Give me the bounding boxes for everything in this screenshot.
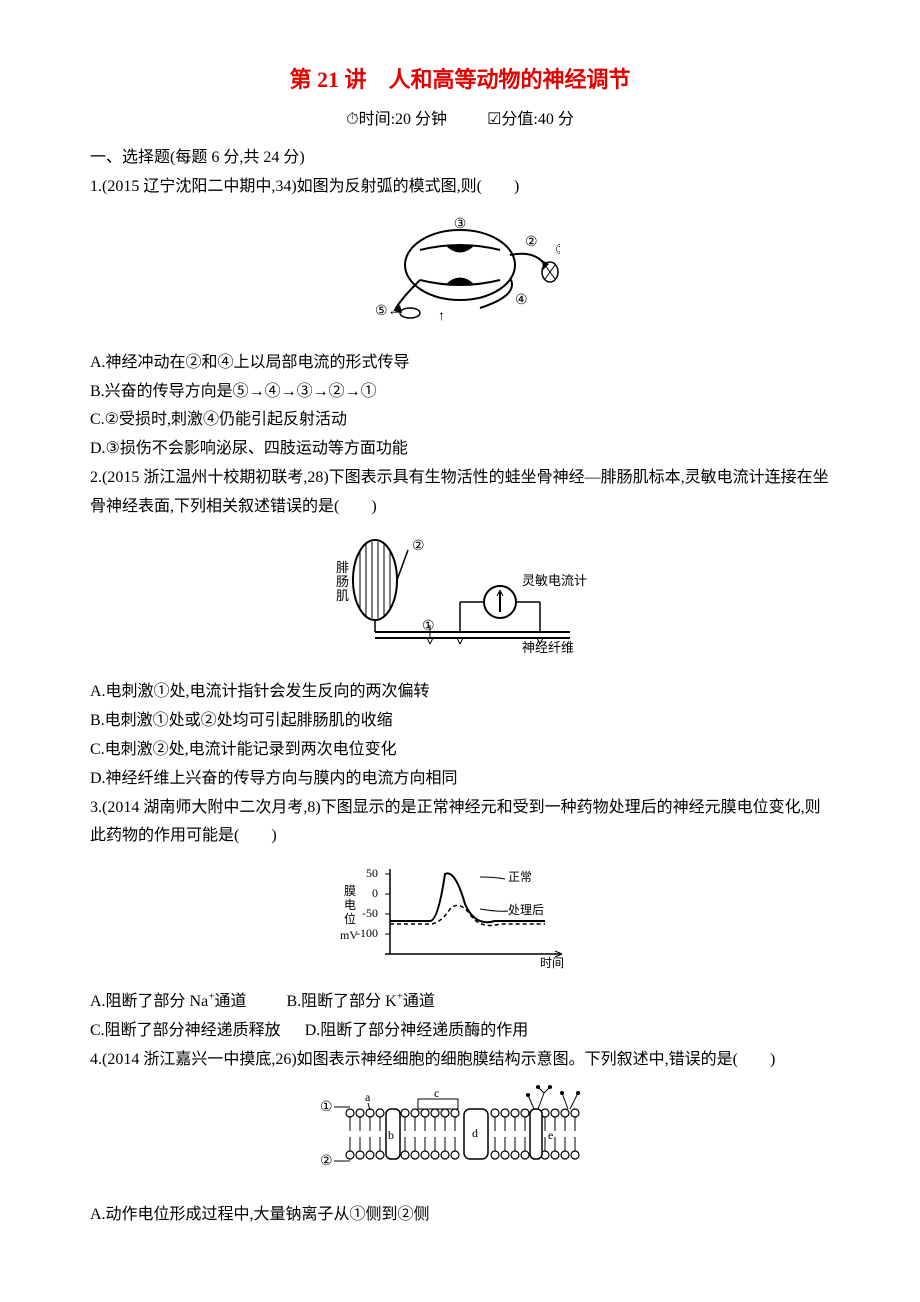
figure-q1: ③ ① ② ④ ⑤← ↑ [90, 210, 830, 341]
q4-label-a: a [365, 1090, 371, 1104]
q3-option-b: B.阻断了部分 K+通道 [286, 993, 434, 1010]
figure-q2: 腓 肠 肌 ② ① 灵敏电流计 神经纤维 [90, 530, 830, 671]
q2-option-b: B.电刺激①处或②处均可引起腓肠肌的收缩 [90, 707, 830, 736]
subtitle-bar: ⏱时间:20 分钟 ☑分值:40 分 [90, 106, 830, 135]
question-2-stem: 2.(2015 浙江温州十校期初联考,28)下图表示具有生物活性的蛙坐骨神经—腓… [90, 464, 830, 522]
q3-option-d: D.阻断了部分神经递质酶的作用 [305, 1022, 529, 1039]
q3-legend-treated: 处理后 [508, 903, 544, 917]
svg-text:①: ① [555, 243, 560, 258]
q2-nerve-label: 神经纤维 [522, 640, 574, 655]
svg-text:⑤←: ⑤← [375, 304, 402, 319]
q3-ylabel-2: 电 [344, 898, 356, 912]
q3-y50: 50 [366, 866, 378, 880]
q4-label-b: b [388, 1128, 394, 1142]
q3-y0: 0 [372, 886, 378, 900]
q4-label-d: d [472, 1126, 478, 1140]
q2-label-1: ① [422, 619, 435, 634]
svg-text:③: ③ [454, 217, 467, 232]
question-3-stem: 3.(2014 湖南师大附中二次月考,8)下图显示的是正常神经元和受到一种药物处… [90, 794, 830, 852]
q3-ylabel-1: 膜 [344, 884, 356, 898]
q1-option-a: A.神经冲动在②和④上以局部电流的形式传导 [90, 349, 830, 378]
q1-option-c: C.②受损时,刺激④仍能引起反射活动 [90, 406, 830, 435]
q4-option-a: A.动作电位形成过程中,大量钠离子从①侧到②侧 [90, 1201, 830, 1230]
q3-options-ab: A.阻断了部分 Na+通道 B.阻断了部分 K+通道 [90, 988, 830, 1017]
q1-option-d: D.③损伤不会影响泌尿、四肢运动等方面功能 [90, 435, 830, 464]
q2-option-c: C.电刺激②处,电流计能记录到两次电位变化 [90, 736, 830, 765]
q4-label-1: ① [320, 1100, 333, 1115]
svg-text:②: ② [525, 235, 538, 250]
q3-xlabel: 时间 [540, 956, 564, 969]
section-1-header: 一、选择题(每题 6 分,共 24 分) [90, 144, 830, 173]
question-4-stem: 4.(2014 浙江嘉兴一中摸底,26)如图表示神经细胞的细胞膜结构示意图。下列… [90, 1046, 830, 1075]
q2-option-d: D.神经纤维上兴奋的传导方向与膜内的电流方向相同 [90, 765, 830, 794]
q3-yneg100: -100 [356, 926, 378, 940]
q2-muscle-label-1: 腓 [336, 560, 349, 575]
svg-text:↑: ↑ [438, 309, 445, 324]
q2-meter-label: 灵敏电流计 [522, 573, 587, 588]
score-label: ☑分值:40 分 [487, 106, 574, 135]
q2-muscle-label-3: 肌 [336, 588, 349, 603]
q3-ylabel-4: mV [340, 928, 358, 942]
q3-option-c: C.阻断了部分神经递质释放 [90, 1022, 281, 1039]
q3-ylabel-3: 位 [344, 911, 356, 926]
figure-q4: ① ② [90, 1083, 830, 1194]
q1-option-b: B.兴奋的传导方向是⑤→④→③→②→① [90, 378, 830, 407]
q2-option-a: A.电刺激①处,电流计指针会发生反向的两次偏转 [90, 678, 830, 707]
q4-label-c: c [434, 1086, 439, 1100]
q2-label-2: ② [412, 539, 425, 554]
question-1-stem: 1.(2015 辽宁沈阳二中期中,34)如图为反射弧的模式图,则( ) [90, 173, 830, 202]
figure-q3: 50 0 -50 -100 膜 电 位 mV 时间 正常 处理后 [90, 859, 830, 980]
q3-option-a: A.阻断了部分 Na+通道 [90, 993, 246, 1010]
q4-label-e: e [548, 1128, 553, 1142]
q3-yneg50: -50 [362, 906, 378, 920]
svg-text:④: ④ [515, 293, 528, 308]
q3-legend-normal: 正常 [508, 870, 532, 884]
q3-options-cd: C.阻断了部分神经递质释放 D.阻断了部分神经递质酶的作用 [90, 1017, 830, 1046]
q4-label-2: ② [320, 1154, 333, 1169]
q2-muscle-label-2: 肠 [336, 574, 349, 589]
time-label: ⏱时间:20 分钟 [346, 106, 447, 135]
page-title: 第 21 讲 人和高等动物的神经调节 [90, 60, 830, 100]
